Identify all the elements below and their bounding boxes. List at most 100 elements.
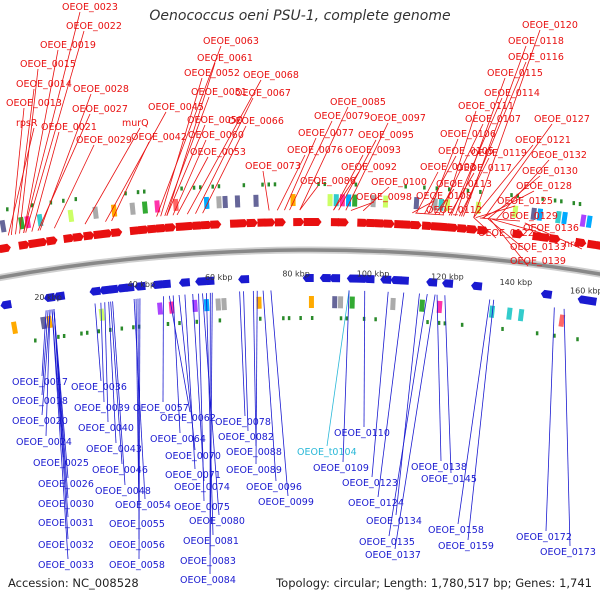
gene-label-forward[interactable]: murQ	[122, 118, 149, 129]
gene-label-reverse[interactable]: OEOE_0075	[174, 502, 230, 513]
gene-label-forward[interactable]: OEOE_0077	[298, 128, 354, 139]
gene-label-reverse[interactable]: OEOE_0173	[540, 547, 596, 558]
gene-label-reverse[interactable]: OEOE_0025	[33, 458, 89, 469]
gene-label-forward[interactable]: OEOE_0085	[330, 97, 386, 108]
gene-label-reverse[interactable]: OEOE_0145	[421, 474, 477, 485]
gene-label-reverse[interactable]: OEOE_0024	[16, 437, 72, 448]
gene-label-forward[interactable]: OEOE_0120	[522, 20, 578, 31]
gene-label-forward[interactable]: OEOE_0108	[416, 191, 472, 202]
gene-label-reverse[interactable]: OEOE_0080	[189, 516, 245, 527]
gene-label-reverse[interactable]: OEOE_0110	[334, 428, 390, 439]
gene-label-forward[interactable]: OEOE_0063	[203, 36, 259, 47]
gene-label-forward[interactable]: OEOE_0119	[471, 148, 527, 159]
gene-label-forward[interactable]: OEOE_0068	[243, 70, 299, 81]
gene-label-reverse[interactable]: OEOE_0036	[71, 382, 127, 393]
gene-label-reverse[interactable]: OEOE_0109	[313, 463, 369, 474]
gene-label-forward[interactable]: OEOE_0115	[487, 68, 543, 79]
gene-label-forward[interactable]: OEOE_0050	[187, 115, 243, 126]
gene-label-forward[interactable]: OEOE_0021	[41, 122, 97, 133]
gene-label-forward[interactable]: OEOE_0106	[440, 129, 496, 140]
gene-label-forward[interactable]: OEOE_0027	[72, 104, 128, 115]
gene-label-rna[interactable]: OEOE_t0104	[297, 447, 357, 458]
gene-label-reverse[interactable]: OEOE_0089	[226, 465, 282, 476]
gene-label-reverse[interactable]: OEOE_0055	[109, 519, 165, 530]
gene-label-forward[interactable]: OEOE_0061	[197, 53, 253, 64]
gene-label-reverse[interactable]: OEOE_0058	[109, 560, 165, 571]
gene-label-reverse[interactable]: OEOE_0084	[180, 575, 236, 586]
gene-label-forward[interactable]: OEOE_0015	[20, 59, 76, 70]
gene-label-reverse[interactable]: OEOE_0082	[218, 432, 274, 443]
gene-label-forward[interactable]: OEOE_0133	[510, 242, 566, 253]
gene-label-forward[interactable]: OEOE_0051	[191, 87, 247, 98]
gene-label-reverse[interactable]: OEOE_0043	[86, 444, 142, 455]
gene-label-reverse[interactable]: OEOE_0054	[115, 500, 171, 511]
gene-label-reverse[interactable]: OEOE_0138	[411, 462, 467, 473]
gene-label-forward[interactable]: OEOE_0067	[235, 88, 291, 99]
gene-label-forward[interactable]: OEOE_0076	[287, 145, 343, 156]
gene-label-reverse[interactable]: OEOE_0032	[38, 540, 94, 551]
gene-label-forward[interactable]: OEOE_0100	[371, 177, 427, 188]
gene-label-forward[interactable]: OEOE_0052	[184, 68, 240, 79]
gene-label-reverse[interactable]: OEOE_0135	[359, 537, 415, 548]
gene-label-forward[interactable]: OEOE_0117	[456, 163, 512, 174]
gene-label-forward[interactable]: OEOE_0105	[438, 146, 494, 157]
gene-label-reverse[interactable]: OEOE_0046	[92, 465, 148, 476]
gene-label-reverse[interactable]: OEOE_0172	[516, 532, 572, 543]
gene-label-reverse[interactable]: OEOE_0096	[246, 482, 302, 493]
gene-label-reverse[interactable]: OEOE_0048	[95, 486, 151, 497]
gene-label-forward[interactable]: OEOE_0121	[515, 135, 571, 146]
gene-label-reverse[interactable]: OEOE_0158	[428, 525, 484, 536]
gene-label-forward[interactable]: OEOE_0066	[228, 116, 284, 127]
gene-label-forward[interactable]: OEOE_0114	[484, 88, 540, 99]
gene-label-forward[interactable]: rpsR	[16, 118, 38, 129]
gene-label-reverse[interactable]: OEOE_0081	[183, 536, 239, 547]
gene-label-reverse[interactable]: OEOE_0018	[12, 396, 68, 407]
gene-label-forward[interactable]: OEOE_0060	[188, 130, 244, 141]
gene-label-forward[interactable]: OEOE_0014	[16, 79, 72, 90]
gene-label-forward[interactable]: OEOE_0103	[420, 162, 476, 173]
gene-label-forward[interactable]: OEOE_0111	[458, 101, 514, 112]
gene-label-forward[interactable]: OEOE_0097	[370, 113, 426, 124]
gene-label-reverse[interactable]: OEOE_0074	[174, 482, 230, 493]
gene-label-reverse[interactable]: OEOE_0062	[160, 413, 216, 424]
gene-label-reverse[interactable]: OEOE_0159	[438, 541, 494, 552]
gene-label-forward[interactable]: OEOE_0023	[62, 2, 118, 13]
gene-label-reverse[interactable]: OEOE_0123	[342, 478, 398, 489]
gene-label-forward[interactable]: OEOE_0042	[131, 132, 187, 143]
gene-label-forward[interactable]: OEOE_0073	[245, 161, 301, 172]
gene-label-forward[interactable]: OEOE_0112	[426, 205, 482, 216]
gene-label-forward[interactable]: OEOE_0113	[436, 179, 492, 190]
gene-label-forward[interactable]: OEOE_0013	[6, 98, 62, 109]
gene-label-reverse[interactable]: OEOE_0124	[348, 498, 404, 509]
gene-label-forward[interactable]: OEOE_0129	[502, 211, 558, 222]
gene-label-reverse[interactable]: OEOE_0134	[366, 516, 422, 527]
gene-label-forward[interactable]: OEOE_0028	[73, 84, 129, 95]
gene-label-forward[interactable]: OEOE_0086	[300, 176, 356, 187]
gene-label-forward[interactable]: OEOE_0130	[522, 166, 578, 177]
gene-label-forward[interactable]: OEOE_0116	[508, 52, 564, 63]
gene-label-forward[interactable]: OEOE_0095	[358, 130, 414, 141]
gene-label-reverse[interactable]: OEOE_0057	[133, 403, 189, 414]
gene-label-reverse[interactable]: OEOE_0078	[215, 417, 271, 428]
gene-label-forward[interactable]: OEOE_0125	[497, 196, 553, 207]
gene-label-reverse[interactable]: OEOE_0137	[365, 550, 421, 561]
gene-label-forward[interactable]: OEOE_0127	[534, 114, 590, 125]
gene-label-forward[interactable]: OEOE_0019	[40, 40, 96, 51]
gene-label-forward[interactable]: OEOE_0029	[76, 135, 132, 146]
gene-label-forward[interactable]: OEOE_0132	[531, 150, 587, 161]
gene-label-forward[interactable]: OEOE_0092	[341, 162, 397, 173]
gene-label-forward[interactable]: OEOE_0079	[314, 111, 370, 122]
gene-label-reverse[interactable]: OEOE_0070	[165, 451, 221, 462]
gene-label-forward[interactable]: OEOE_0136	[523, 223, 579, 234]
gene-label-forward[interactable]: OEOE_0128	[516, 181, 572, 192]
gene-label-reverse[interactable]: OEOE_0088	[226, 447, 282, 458]
gene-label-forward[interactable]: OEOE_0098	[356, 192, 412, 203]
gene-label-reverse[interactable]: OEOE_0040	[78, 423, 134, 434]
gene-label-reverse[interactable]: OEOE_0071	[165, 470, 221, 481]
gene-label-reverse[interactable]: OEOE_0064	[150, 434, 206, 445]
gene-label-forward[interactable]: OEOE_0107	[465, 114, 521, 125]
gene-label-forward[interactable]: OEOE_0022	[66, 21, 122, 32]
gene-label-reverse[interactable]: OEOE_0099	[258, 497, 314, 508]
gene-label-reverse[interactable]: OEOE_0083	[180, 556, 236, 567]
gene-label-forward[interactable]: OEOE_0053	[190, 147, 246, 158]
